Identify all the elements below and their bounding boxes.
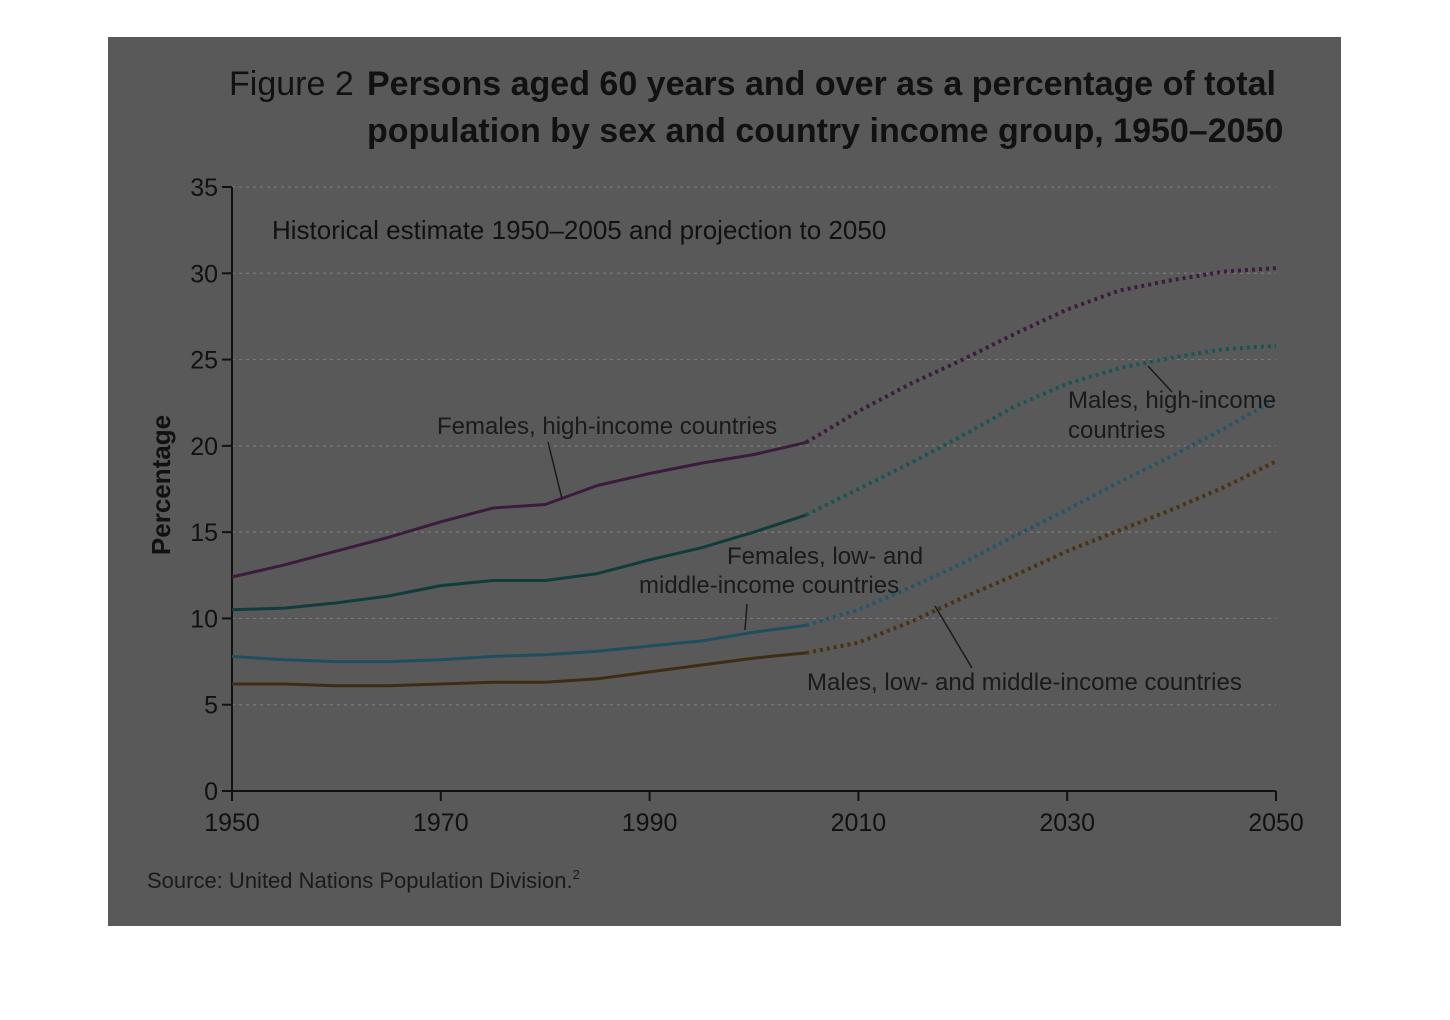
x-tick-label-1970: 1970: [413, 809, 469, 837]
source-note: Source: United Nations Population Divisi…: [147, 867, 580, 893]
y-tick-label-10: 10: [190, 605, 218, 633]
gridlines: [232, 186, 1276, 706]
annotation-females-low-middle-line2: middle-income countries: [639, 572, 899, 599]
series-females-low-and-middle-income-countries: [231, 397, 1277, 664]
x-tick-label-1950: 1950: [204, 809, 260, 837]
series-line-historical: [232, 651, 807, 688]
source-text: Source: United Nations Population Divisi…: [147, 868, 573, 893]
y-tick-label-30: 30: [190, 260, 218, 288]
axes: [222, 186, 1277, 801]
annotation-males-low-middle: Males, low- and middle-income countries: [807, 669, 1242, 696]
source-superscript: 2: [573, 867, 580, 882]
series-line-historical: [231, 513, 807, 612]
annotation-leaders: [547, 365, 1173, 669]
x-tick-label-2010: 2010: [831, 809, 887, 837]
figure-label: Figure 2: [229, 65, 354, 103]
series-males-low-and-middle-income-countries: [232, 459, 1277, 688]
x-tick-label-1990: 1990: [622, 809, 678, 837]
leader-males-low-middle: [934, 605, 973, 669]
figure-title-line2: population by sex and country income gro…: [367, 112, 1283, 150]
y-axis-label: Percentage: [146, 415, 176, 555]
series-line-historical: [231, 440, 807, 579]
figure-panel: [108, 37, 1341, 926]
x-tick-label-2050: 2050: [1248, 809, 1304, 837]
x-tick-label-2030: 2030: [1039, 809, 1095, 837]
series-lines: [231, 266, 1277, 688]
tick-labels: 0 5 10 15 20 25 30 35 1950 1970 1990 2010 2030 2050: [190, 174, 1304, 837]
series-line-projection: [805, 343, 1277, 517]
series-males-high-income-countries: [231, 343, 1277, 612]
y-tick-label-15: 15: [190, 519, 218, 547]
series-line-projection: [805, 266, 1277, 445]
annotation-males-high-income-line1: Males, high-income: [1068, 387, 1276, 414]
annotation-females-low-middle-line1: Females, low- and: [727, 543, 923, 570]
leader-females-low-middle: [744, 603, 748, 631]
leader-males-high-income: [1147, 365, 1173, 393]
y-tick-label-0: 0: [204, 778, 218, 806]
y-tick-label-5: 5: [204, 692, 218, 720]
series-females-high-income-countries: [231, 266, 1277, 579]
annotation-females-high-income: Females, high-income countries: [437, 413, 777, 440]
series-line-historical: [231, 623, 807, 664]
chart-subtitle: Historical estimate 1950–2005 and projec…: [272, 215, 886, 245]
y-tick-label-25: 25: [190, 347, 218, 375]
annotation-males-high-income-line2: countries: [1068, 417, 1165, 444]
y-tick-label-35: 35: [190, 174, 218, 202]
leader-females-high-income: [547, 441, 563, 500]
y-tick-label-20: 20: [190, 433, 218, 461]
figure-title-line1: Persons aged 60 years and over as a perc…: [367, 65, 1276, 103]
series-line-projection: [805, 459, 1277, 655]
